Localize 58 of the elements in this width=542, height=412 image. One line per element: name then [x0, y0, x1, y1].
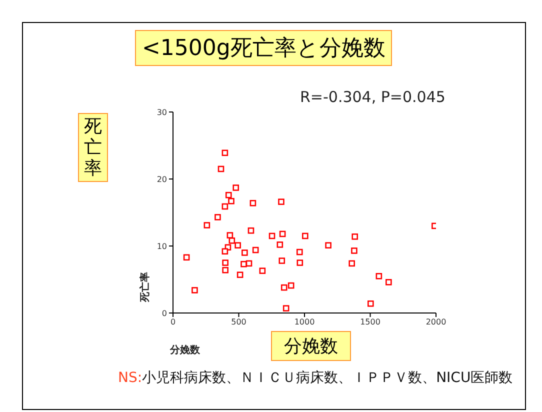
point	[279, 230, 286, 238]
point	[348, 260, 355, 267]
y-tick-label: 30	[156, 108, 167, 117]
point	[278, 198, 284, 205]
point	[222, 203, 228, 210]
y-tick-label: 0	[162, 308, 167, 318]
point	[192, 287, 198, 294]
point	[259, 268, 266, 274]
text: NS:	[118, 370, 142, 386]
point	[242, 250, 248, 256]
point	[183, 254, 190, 261]
point	[302, 232, 308, 240]
point	[325, 242, 332, 248]
point	[228, 198, 234, 204]
y-axis-title: 死亡率	[138, 271, 152, 304]
point	[236, 272, 244, 278]
point	[218, 166, 224, 172]
point	[222, 260, 228, 266]
x-tick-label: 2000	[426, 318, 446, 327]
x-axis-title: 分娩数	[170, 344, 200, 357]
point	[280, 284, 288, 291]
point	[352, 233, 358, 240]
point	[246, 260, 252, 267]
point	[376, 273, 382, 280]
y-tick-label: 10	[156, 242, 167, 251]
point	[367, 300, 374, 307]
point	[222, 248, 228, 255]
text: R=-0.304, P=0.045	[300, 88, 446, 106]
point	[282, 305, 290, 312]
point	[278, 258, 286, 264]
point	[296, 248, 303, 256]
point	[296, 260, 304, 266]
text: 死亡率	[79, 116, 107, 179]
point	[214, 214, 221, 220]
point	[225, 192, 232, 198]
point	[222, 266, 228, 274]
text: 小児科病床数、ＮＩＣＵ病床数、ＩＰＰＶ数、NICU医師数	[142, 370, 513, 386]
point	[234, 242, 241, 248]
point	[228, 237, 236, 244]
text: 分娩数	[271, 331, 351, 361]
x-tick-label: 1000	[294, 318, 315, 327]
point	[222, 150, 228, 156]
x-tick-label: 500	[231, 318, 246, 327]
y-tick-label: 20	[156, 174, 167, 184]
point	[386, 279, 392, 286]
point	[288, 282, 294, 289]
point	[268, 232, 276, 240]
chart-title: <1500g死亡率と分娩数	[135, 30, 392, 66]
point	[276, 242, 284, 248]
point	[248, 227, 254, 234]
point	[232, 184, 240, 191]
point	[204, 222, 210, 228]
point	[226, 232, 234, 238]
point	[351, 248, 358, 254]
x-tick-label: 0	[170, 318, 176, 327]
x-tick-label: 1500	[360, 318, 380, 327]
point	[250, 200, 256, 206]
point	[252, 246, 259, 254]
